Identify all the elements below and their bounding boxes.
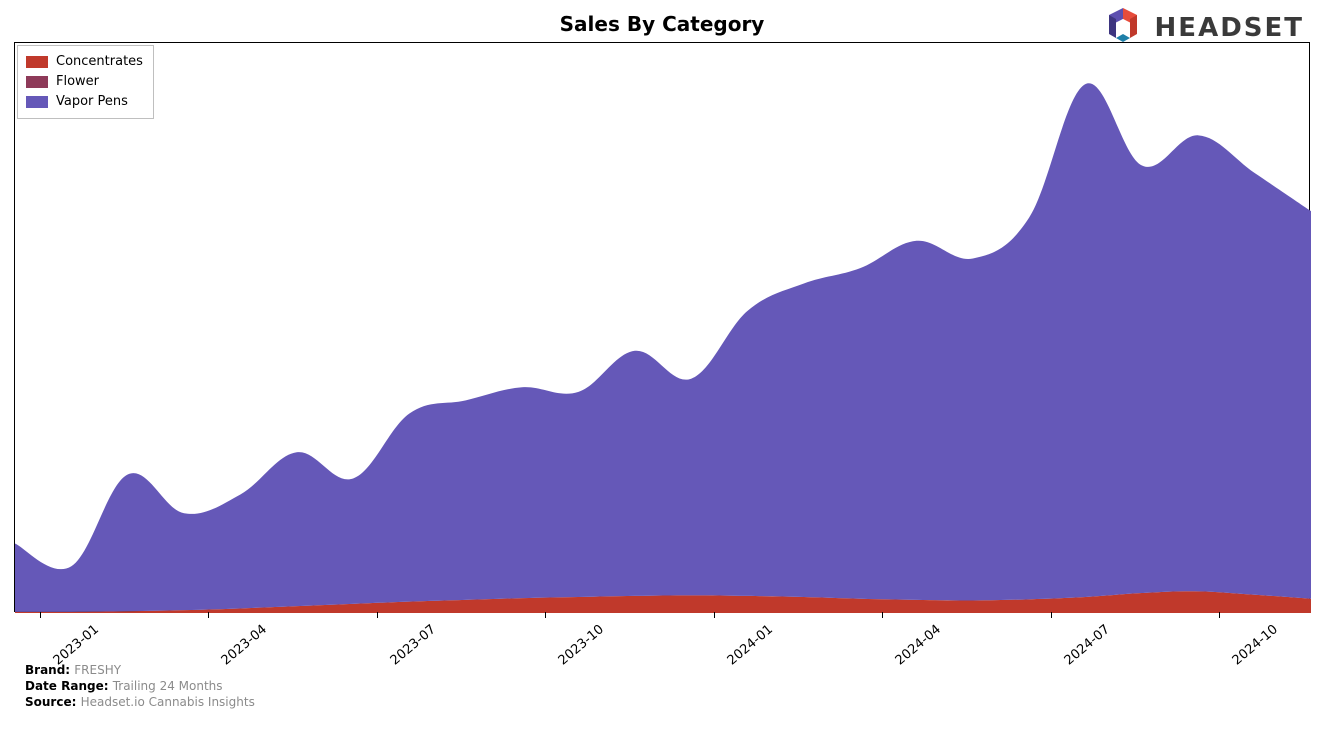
chart-legend: ConcentratesFlowerVapor Pens [17,45,154,119]
footer-line: Source: Headset.io Cannabis Insights [25,694,255,710]
footer-line: Date Range: Trailing 24 Months [25,678,255,694]
footer-label: Date Range: [25,679,113,693]
footer-label: Brand: [25,663,74,677]
legend-item: Flower [26,72,143,92]
area-series-vapor-pens [15,83,1311,612]
x-tick-mark [545,612,546,618]
legend-swatch [26,96,48,108]
x-tick-label: 2024-07 [1062,622,1113,668]
x-tick-label: 2023-10 [556,622,607,668]
x-tick-mark [714,612,715,618]
x-tick-mark [40,612,41,618]
chart-footer: Brand: FRESHYDate Range: Trailing 24 Mon… [25,662,255,710]
legend-label: Vapor Pens [56,92,128,112]
footer-value: FRESHY [74,663,121,677]
x-tick-mark [1219,612,1220,618]
chart-plot-area: ConcentratesFlowerVapor Pens [14,42,1310,612]
footer-value: Trailing 24 Months [113,679,223,693]
x-tick-label: 2024-04 [893,622,944,668]
footer-label: Source: [25,695,81,709]
x-tick-mark [377,612,378,618]
legend-label: Concentrates [56,52,143,72]
legend-label: Flower [56,72,99,92]
x-tick-label: 2023-07 [388,622,439,668]
legend-swatch [26,76,48,88]
legend-item: Concentrates [26,52,143,72]
footer-line: Brand: FRESHY [25,662,255,678]
x-tick-label: 2024-01 [725,622,776,668]
legend-swatch [26,56,48,68]
x-tick-mark [882,612,883,618]
area-chart-svg [15,43,1311,613]
headset-logo-text: HEADSET [1155,13,1304,43]
legend-item: Vapor Pens [26,92,143,112]
x-tick-mark [208,612,209,618]
footer-value: Headset.io Cannabis Insights [81,695,255,709]
x-tick-mark [1051,612,1052,618]
x-tick-label: 2024-10 [1230,622,1281,668]
